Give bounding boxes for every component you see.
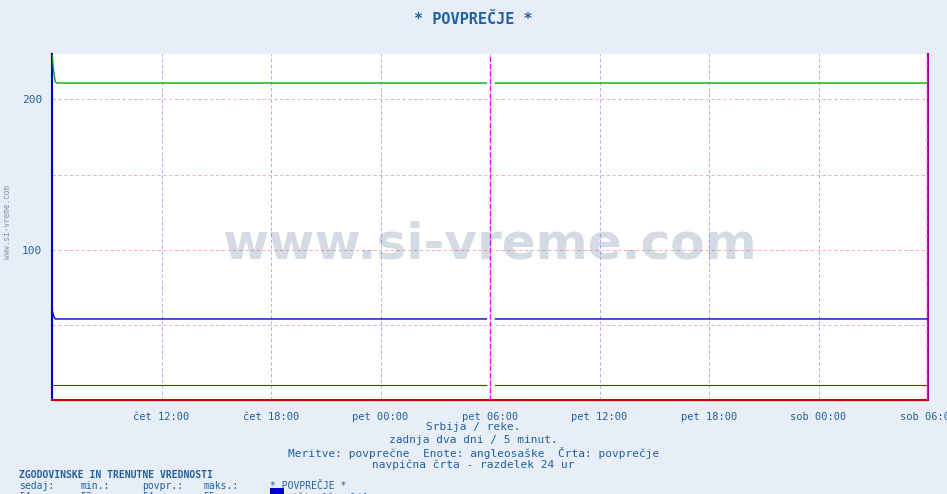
Text: 54: 54 <box>19 492 30 494</box>
Text: povpr.:: povpr.: <box>142 481 183 491</box>
Text: www.si-vreme.com: www.si-vreme.com <box>223 220 758 269</box>
Text: pet 00:00: pet 00:00 <box>352 412 409 422</box>
Text: sob 06:00: sob 06:00 <box>900 412 947 422</box>
Text: 55: 55 <box>204 492 215 494</box>
Text: navpična črta - razdelek 24 ur: navpična črta - razdelek 24 ur <box>372 459 575 470</box>
Text: www.si-vreme.com: www.si-vreme.com <box>3 185 12 259</box>
Text: sob 00:00: sob 00:00 <box>791 412 847 422</box>
Text: Meritve: povprečne  Enote: angleosaške  Črta: povprečje: Meritve: povprečne Enote: angleosaške Čr… <box>288 447 659 459</box>
Text: 54: 54 <box>142 492 153 494</box>
Text: pet 12:00: pet 12:00 <box>571 412 628 422</box>
Text: 53: 53 <box>80 492 92 494</box>
Text: Srbija / reke.: Srbija / reke. <box>426 422 521 432</box>
Text: višina[čevelj]: višina[čevelj] <box>287 492 369 494</box>
Text: * POVPREČJE *: * POVPREČJE * <box>414 12 533 27</box>
Text: sedaj:: sedaj: <box>19 481 54 491</box>
Text: zadnja dva dni / 5 minut.: zadnja dva dni / 5 minut. <box>389 435 558 445</box>
Text: čet 12:00: čet 12:00 <box>134 412 189 422</box>
Text: maks.:: maks.: <box>204 481 239 491</box>
Text: * POVPREČJE *: * POVPREČJE * <box>270 481 347 491</box>
Text: pet 06:00: pet 06:00 <box>462 412 518 422</box>
Text: min.:: min.: <box>80 481 110 491</box>
Text: čet 18:00: čet 18:00 <box>243 412 299 422</box>
Text: ZGODOVINSKE IN TRENUTNE VREDNOSTI: ZGODOVINSKE IN TRENUTNE VREDNOSTI <box>19 470 213 480</box>
Text: pet 18:00: pet 18:00 <box>681 412 737 422</box>
